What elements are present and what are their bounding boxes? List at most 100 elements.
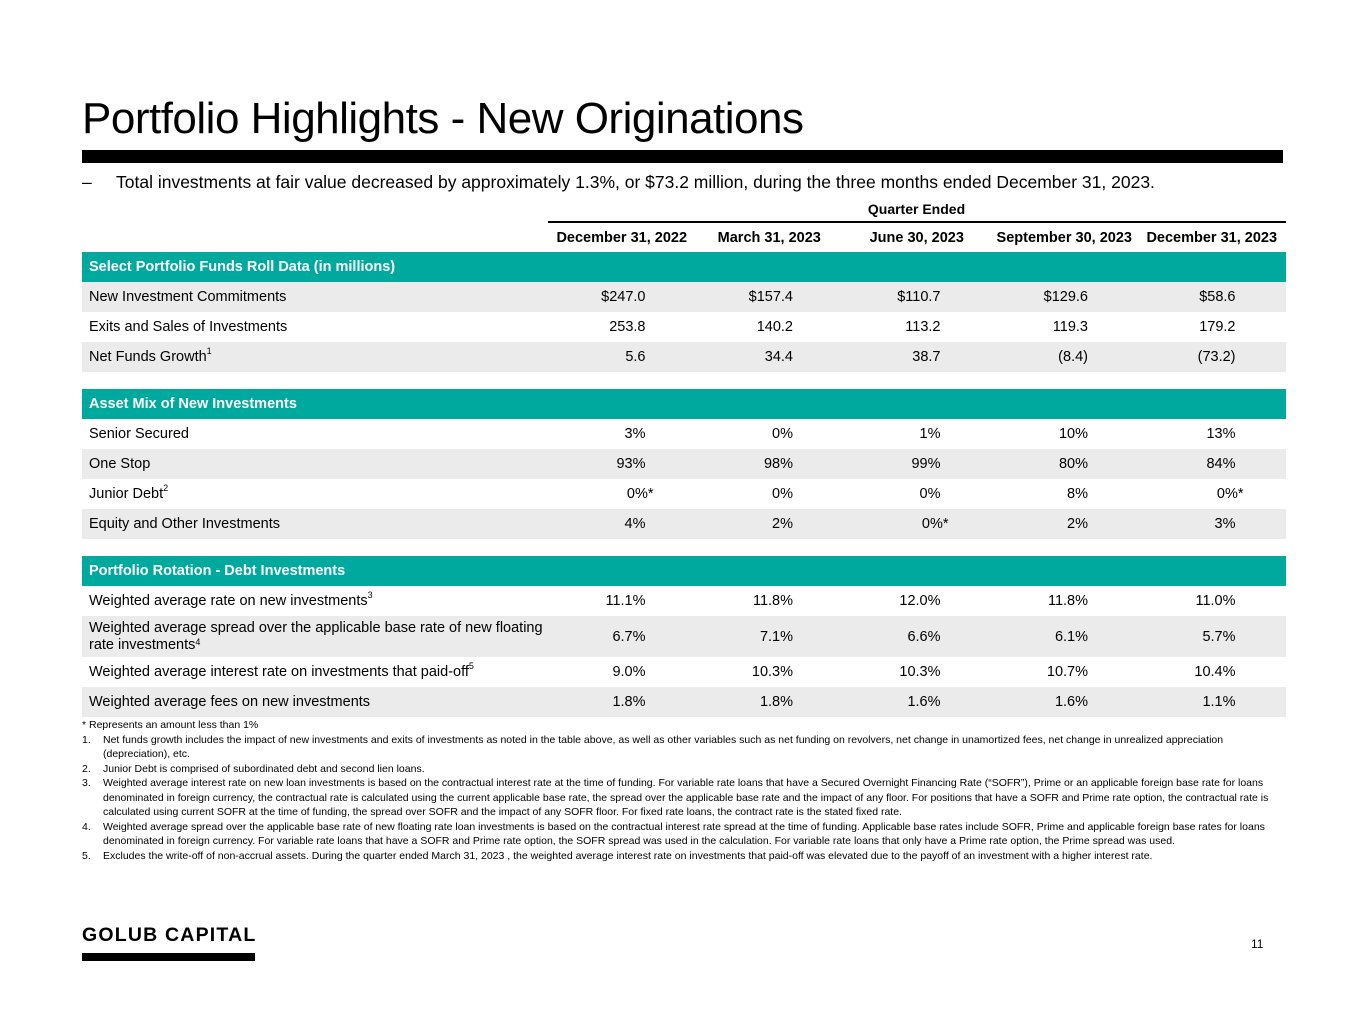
table-cell: 1% (919, 426, 941, 442)
column-header-row: December 31, 2022 March 31, 2023 June 30… (82, 223, 1286, 252)
footnote-item: 1. Net funds growth includes the impact o… (82, 733, 1277, 762)
table-cell: $110.7 (897, 289, 941, 305)
table-row: Exits and Sales of Investments 253.8 140.2… (82, 312, 1286, 342)
footnote-text: Excludes the write-off of non-accrual as… (103, 849, 1153, 862)
row-label-text: One Stop (89, 456, 151, 472)
row-label: One Stop (82, 456, 548, 472)
footnote-text: Weighted average interest rate on new lo… (103, 777, 1269, 818)
quarter-ended-rule (548, 221, 1286, 223)
section-title: Asset Mix of New Investments (89, 396, 297, 412)
row-label-text: Exits and Sales of Investments (89, 319, 288, 335)
table-cell: 11.8% (1047, 593, 1088, 609)
table-cell: 3% (1214, 516, 1236, 532)
footnote-item: 4. Weighted average spread over the appli… (82, 820, 1277, 849)
table-cell: 38.7 (912, 349, 941, 365)
table-cell: 4% (624, 516, 646, 532)
table-cell: 1.6% (1054, 694, 1088, 710)
row-label-text: Weighted average rate on new investments (89, 593, 368, 609)
column-header: December 31, 2023 (1146, 229, 1278, 246)
footnote-number: 4. (82, 820, 91, 833)
section-title: Select Portfolio Funds Roll Data (in mil… (89, 259, 396, 275)
section-header: Asset Mix of New Investments (82, 389, 1286, 419)
footnote-ref: 2 (163, 483, 169, 493)
section-title: Portfolio Rotation - Debt Investments (89, 563, 346, 579)
row-label: Exits and Sales of Investments (82, 319, 548, 335)
row-label: Senior Secured (82, 426, 548, 442)
table-row: Equity and Other Investments 4% 2% 0%* 2% 3% (82, 509, 1286, 539)
table-row: Weighted average interest rate on invest… (82, 657, 1286, 687)
row-label: Junior Debt2 (82, 483, 548, 502)
section-spacer (82, 539, 1286, 556)
table-row: New Investment Commitments $247.0 $157.4 $1… (82, 282, 1286, 312)
row-label: Equity and Other Investments (82, 516, 548, 532)
row-label-text: Junior Debt (89, 486, 164, 502)
section-spacer (82, 372, 1286, 389)
table-cell: 0% (919, 486, 941, 502)
bullet-dash: – (82, 172, 92, 192)
table-cell: 1.1% (1202, 694, 1236, 710)
table-cell: 98% (763, 456, 793, 472)
row-label-text: Weighted average spread over the applica… (89, 619, 543, 653)
footnote-item: 2. Junior Debt is comprised of subordinat… (82, 762, 1277, 777)
table-row: Junior Debt2 0%* 0% 0% 8% 0%* (82, 479, 1286, 509)
footnote-text: Net funds growth includes the impact of … (103, 733, 1224, 761)
footnote-number: 2. (82, 762, 91, 775)
table-cell: 5.7% (1202, 628, 1236, 645)
footnote-item: 3. Weighted average interest rate on new … (82, 776, 1277, 820)
table-cell: 1.8% (612, 694, 646, 710)
table-cell: $58.6 (1199, 289, 1236, 305)
row-label: Weighted average spread over the applica… (82, 619, 548, 654)
footnote-number: 3. (82, 777, 91, 789)
table-cell: 13% (1206, 426, 1236, 442)
table-cell: 6.6% (907, 628, 941, 645)
table-row: Weighted average fees on new investments… (82, 687, 1286, 717)
page-title: Portfolio Highlights - New Originations (82, 94, 804, 143)
footnote-ref: 3 (367, 590, 373, 600)
footnote-list: 1. Net funds growth includes the impact o… (82, 733, 1277, 864)
row-label: Weighted average interest rate on invest… (82, 661, 548, 680)
row-label: Weighted average fees on new investments (82, 694, 548, 710)
row-label-text: New Investment Commitments (89, 289, 287, 305)
row-label: New Investment Commitments (82, 289, 548, 305)
quarter-ended-header: Quarter Ended (867, 201, 966, 217)
table-cell: 253.8 (609, 319, 646, 335)
table-cell: 34.4 (764, 349, 793, 365)
table-cell: 11.8% (752, 593, 793, 609)
row-label: Weighted average rate on new investments… (82, 590, 548, 609)
table-cell: 11.0% (1195, 593, 1236, 609)
summary-bullet: – Total investments at fair value decreas… (82, 172, 1155, 193)
table-cell: 9.0% (612, 664, 646, 680)
column-header: March 31, 2023 (717, 229, 821, 246)
table-cell: 5.6 (625, 349, 646, 365)
table-cell: 10.3% (751, 664, 793, 680)
footnote-star: * Represents an amount less than 1% (82, 719, 259, 731)
table-row: Net Funds Growth1 5.6 34.4 38.7 (8.4) (73.2) (82, 342, 1286, 372)
table-cell: 0%* (921, 516, 949, 532)
section-header: Select Portfolio Funds Roll Data (in mil… (82, 252, 1286, 282)
table-cell: 93% (616, 456, 646, 472)
table-row: Senior Secured 3% 0% 1% 10% 13% (82, 419, 1286, 449)
row-label-text: Equity and Other Investments (89, 516, 281, 532)
table-cell: 140.2 (756, 319, 793, 335)
footnote-ref: 1 (206, 346, 212, 356)
table-cell: 113.2 (905, 319, 941, 335)
table-cell: $129.6 (1043, 289, 1088, 305)
title-divider (82, 150, 1283, 163)
table-cell: 10.7% (1046, 664, 1088, 680)
table-cell: 10.3% (899, 664, 941, 680)
footnote-ref: 4 (195, 636, 201, 647)
table-cell: 84% (1206, 456, 1236, 472)
table-cell: $157.4 (748, 289, 793, 305)
row-label: Net Funds Growth1 (82, 346, 548, 365)
table-cell: 0% (772, 486, 793, 502)
column-header: June 30, 2023 (869, 229, 964, 246)
table-cell: 119.3 (1052, 319, 1088, 335)
column-header: September 30, 2023 (996, 229, 1132, 246)
footnote-number: 1. (82, 733, 91, 746)
footnotes: * Represents an amount less than 1% 1. Ne… (82, 718, 1277, 863)
table-cell: 11.1% (605, 593, 646, 609)
table-cell: 10.4% (1194, 664, 1236, 680)
table-row: Weighted average rate on new investments… (82, 586, 1286, 616)
footnote-item: 5. Excludes the write-off of non-accrual … (82, 849, 1277, 864)
table-cell: 99% (911, 456, 941, 472)
